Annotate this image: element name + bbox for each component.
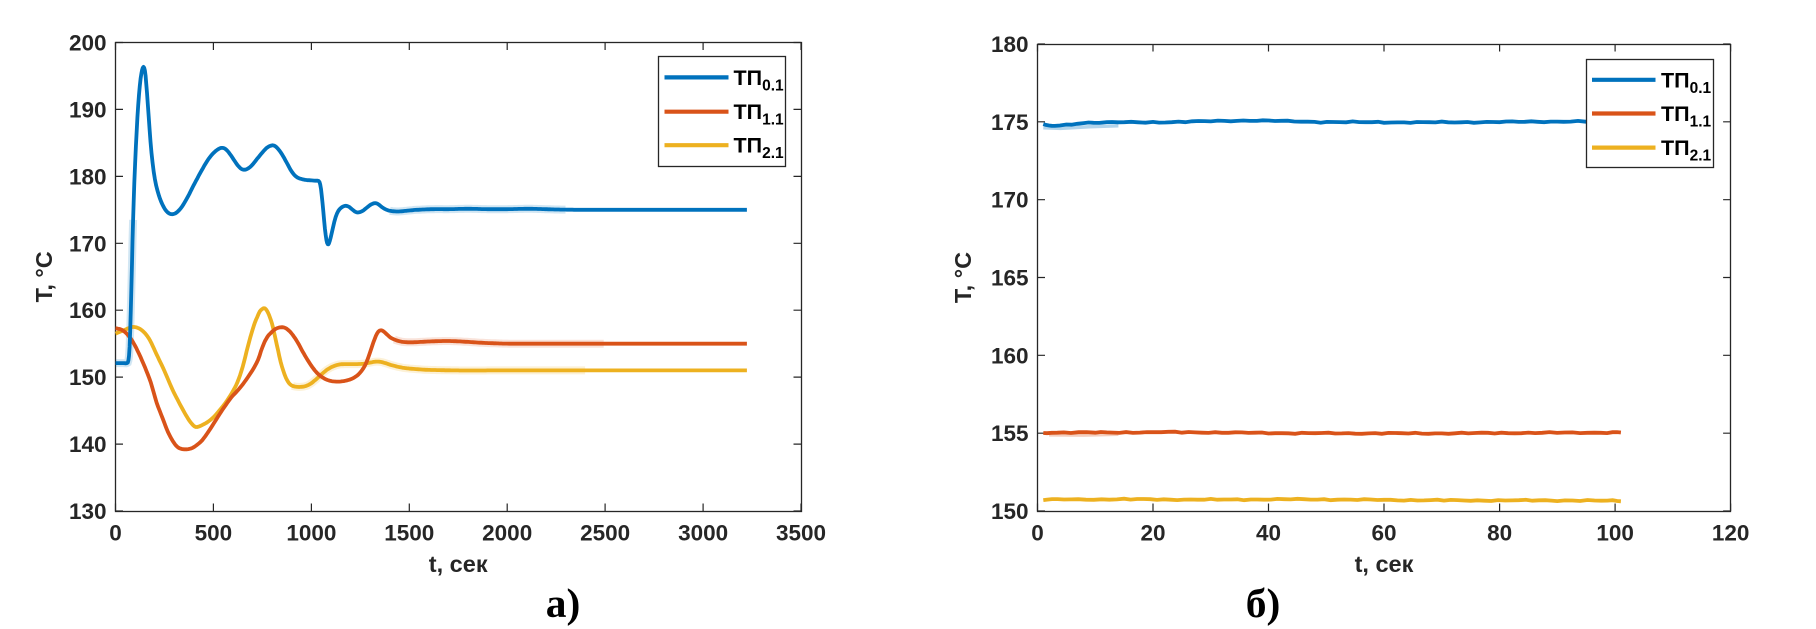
svg-text:0: 0	[109, 521, 122, 546]
svg-text:170: 170	[991, 188, 1029, 213]
svg-text:2000: 2000	[482, 521, 532, 546]
svg-text:3500: 3500	[776, 521, 826, 546]
svg-text:80: 80	[1487, 521, 1512, 546]
svg-text:150: 150	[991, 499, 1029, 524]
svg-text:190: 190	[69, 97, 107, 122]
svg-text:40: 40	[1256, 521, 1281, 546]
svg-text:T, °C: T, °C	[31, 251, 57, 302]
svg-text:500: 500	[195, 521, 233, 546]
svg-text:t, сек: t, сек	[429, 551, 488, 577]
svg-text:180: 180	[69, 164, 107, 189]
svg-text:155: 155	[991, 421, 1029, 446]
svg-text:130: 130	[69, 499, 107, 524]
svg-text:175: 175	[991, 110, 1029, 135]
svg-text:165: 165	[991, 266, 1029, 291]
svg-text:20: 20	[1140, 521, 1165, 546]
svg-text:100: 100	[1596, 521, 1634, 546]
svg-text:60: 60	[1371, 521, 1396, 546]
svg-text:160: 160	[69, 298, 107, 323]
svg-text:170: 170	[69, 231, 107, 256]
svg-text:150: 150	[69, 365, 107, 390]
svg-text:200: 200	[69, 31, 107, 56]
svg-text:а): а)	[546, 580, 581, 627]
svg-text:180: 180	[991, 32, 1029, 57]
svg-text:1500: 1500	[384, 521, 434, 546]
svg-text:3000: 3000	[678, 521, 728, 546]
svg-text:0: 0	[1031, 521, 1044, 546]
svg-text:ТП2.1: ТП2.1	[734, 134, 785, 163]
svg-text:1000: 1000	[286, 521, 336, 546]
svg-text:t, сек: t, сек	[1355, 551, 1414, 577]
svg-text:б): б)	[1246, 580, 1281, 627]
svg-text:2500: 2500	[580, 521, 630, 546]
svg-text:140: 140	[69, 432, 107, 457]
svg-text:T, °C: T, °C	[950, 252, 976, 303]
svg-text:120: 120	[1712, 521, 1750, 546]
svg-text:160: 160	[991, 343, 1029, 368]
